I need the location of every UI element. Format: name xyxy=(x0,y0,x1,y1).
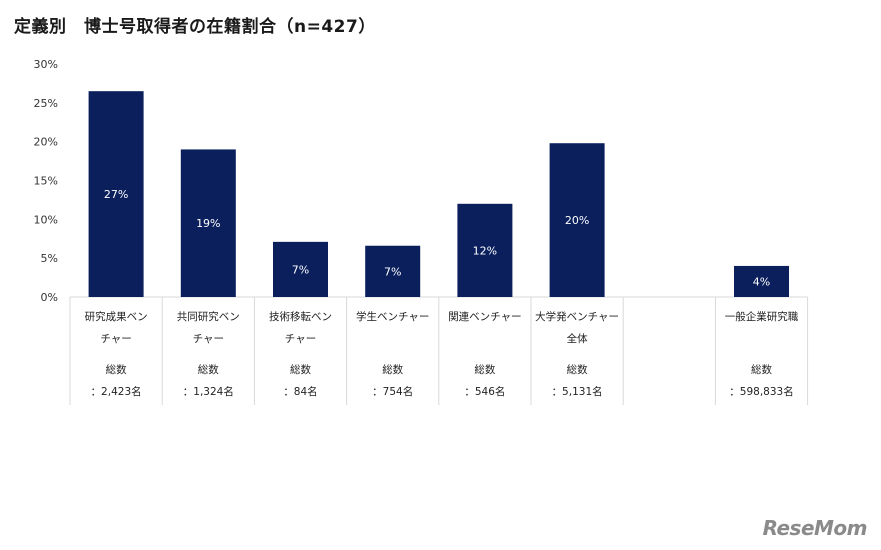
data-label: 4% xyxy=(753,275,770,288)
category-count: 総数 xyxy=(198,363,219,376)
bar xyxy=(549,143,605,297)
y-tick-label: 0% xyxy=(41,291,58,304)
data-label: 7% xyxy=(384,265,401,278)
x-axis-categories: 研究成果ベンチャー総数：2,423名共同研究ベンチャー総数：1,324名技術移転… xyxy=(69,297,809,405)
data-label: 12% xyxy=(473,244,497,257)
bar xyxy=(365,245,421,297)
y-axis: 0% 5% 10% 15% 20% 25% 30% xyxy=(34,58,808,304)
category-label: 技術移転ベン xyxy=(269,310,332,323)
y-tick-label: 30% xyxy=(34,58,58,71)
category-label: 全体 xyxy=(567,332,588,345)
category-count: 総数 xyxy=(567,363,588,376)
category-label: 一般企業研究職 xyxy=(725,310,799,323)
category-count: 総数 xyxy=(106,363,127,376)
y-tick-label: 25% xyxy=(34,97,58,110)
category-count: ：754名 xyxy=(372,385,413,398)
bars: 27% 19% 7% 7% 12% 20% 4% xyxy=(88,91,789,297)
category-label: チャー xyxy=(100,333,131,345)
category-label: チャー xyxy=(193,333,224,345)
category-count: 総数 xyxy=(474,363,495,376)
bar xyxy=(88,91,144,297)
category-count: ：598,833名 xyxy=(729,385,793,398)
category-count: ：84名 xyxy=(283,385,317,398)
y-tick-label: 20% xyxy=(34,136,58,149)
data-label: 7% xyxy=(292,263,309,276)
category-count: ：546名 xyxy=(464,385,505,398)
bar xyxy=(457,203,513,297)
category-count: ：5,131名 xyxy=(552,385,603,398)
category-label: 大学発ベンチャー xyxy=(535,310,619,323)
resemom-logo: ReseMom xyxy=(762,516,868,540)
category-label: 関連ベンチャー xyxy=(448,310,521,323)
data-label: 27% xyxy=(104,188,128,201)
category-label: チャー xyxy=(285,333,316,345)
data-label: 20% xyxy=(565,214,589,227)
category-label: 学生ベンチャー xyxy=(356,310,429,323)
category-label: 研究成果ベン xyxy=(85,310,148,323)
bar xyxy=(180,149,236,297)
bar xyxy=(734,265,789,297)
chart-title: 定義別 博士号取得者の在籍割合（n=427） xyxy=(14,17,376,37)
y-tick-label: 5% xyxy=(41,252,58,265)
category-count: 総数 xyxy=(290,363,311,376)
category-label: 共同研究ベン xyxy=(177,310,240,323)
category-count: ：2,423名 xyxy=(91,385,142,398)
bar xyxy=(273,241,328,297)
data-label: 19% xyxy=(196,217,220,230)
y-tick-label: 10% xyxy=(34,213,58,226)
y-tick-label: 15% xyxy=(34,175,58,188)
category-count: ：1,324名 xyxy=(183,385,234,398)
category-count: 総数 xyxy=(751,363,772,376)
category-count: 総数 xyxy=(382,363,403,376)
